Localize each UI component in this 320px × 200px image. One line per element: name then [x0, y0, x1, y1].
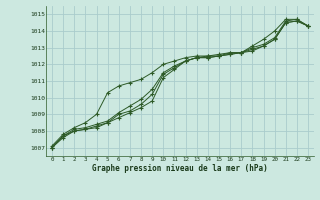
X-axis label: Graphe pression niveau de la mer (hPa): Graphe pression niveau de la mer (hPa) [92, 164, 268, 173]
